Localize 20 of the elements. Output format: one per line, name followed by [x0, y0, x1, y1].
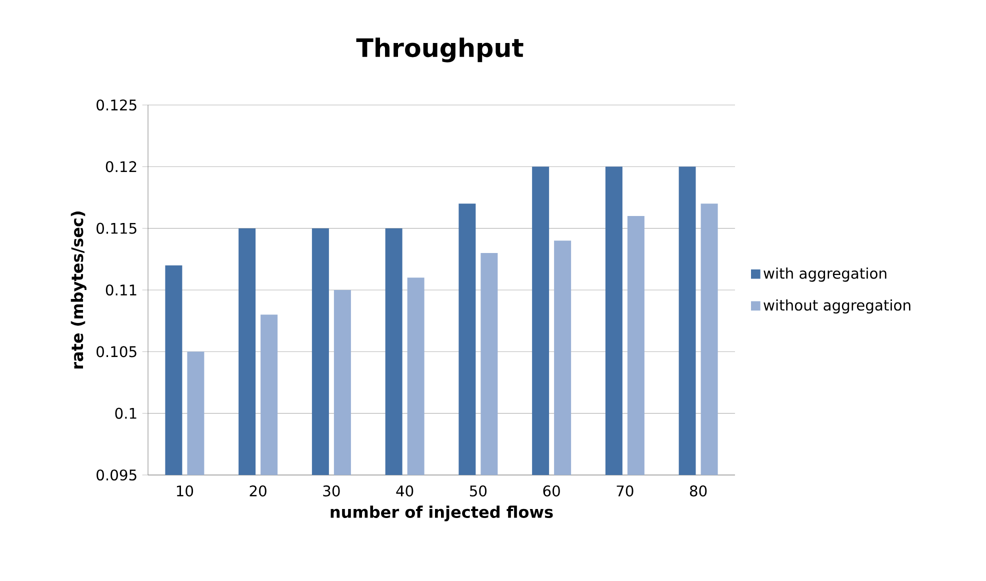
y-tick-label: 0.095	[96, 469, 136, 481]
x-tick-label: 50	[470, 485, 487, 496]
x-axis-title: number of injected flows	[330, 506, 553, 522]
y-tick-label: 0.1	[115, 408, 136, 419]
y-axis-title: rate (mbytes/sec)	[70, 212, 86, 368]
x-tick-label: 10	[176, 485, 194, 496]
y-tick-label: 0.125	[96, 99, 136, 111]
legend-label: without aggregation	[764, 299, 910, 314]
y-tick-label: 0.115	[96, 222, 136, 234]
y-tick-label: 0.11	[106, 284, 136, 296]
x-tick-label: 40	[396, 485, 414, 496]
y-tick-label: 0.105	[96, 346, 136, 358]
y-tick-label: 0.12	[106, 161, 136, 172]
x-tick-label: 60	[543, 485, 560, 496]
x-tick-label: 30	[323, 485, 340, 496]
x-tick-label: 70	[616, 485, 634, 496]
x-tick-label: 80	[690, 485, 707, 496]
x-tick-label: 20	[250, 485, 266, 496]
legend-label: with aggregation	[764, 268, 886, 282]
chart-title: Throughput	[356, 38, 524, 62]
